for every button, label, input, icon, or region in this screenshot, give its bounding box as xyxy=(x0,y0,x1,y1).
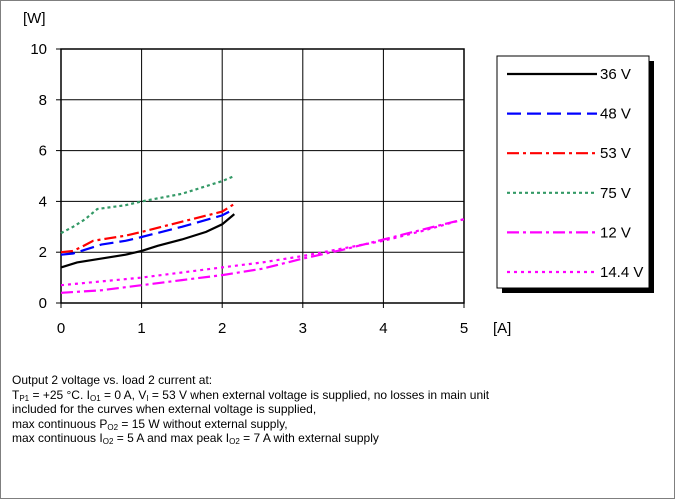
legend-label: 36 V xyxy=(600,66,631,83)
caption-line-1: Output 2 voltage vs. load 2 current at: xyxy=(12,373,213,387)
x-tick-label: 4 xyxy=(379,320,387,337)
gridlines xyxy=(61,49,464,303)
series-line-53-v xyxy=(60,202,235,254)
x-tick-labels: 0 1 2 3 4 5 xyxy=(57,303,468,337)
legend-label: 14.4 V xyxy=(600,264,643,281)
legend-label: 75 V xyxy=(600,185,631,202)
caption-line-5: max continuous IO2 = 5 A and max peak IO… xyxy=(12,431,379,446)
x-axis-label: [A] xyxy=(493,320,511,337)
legend: 36 V 48 V 53 V 75 V 12 V 14.4 V xyxy=(496,55,654,293)
y-axis-label: [W] xyxy=(23,10,46,27)
y-tick-label: 0 xyxy=(39,295,47,312)
x-tick-label: 0 xyxy=(57,320,65,337)
x-tick-label: 2 xyxy=(218,320,226,337)
legend-label: 12 V xyxy=(600,224,631,241)
y-tick-label: 2 xyxy=(39,244,47,261)
series-lines xyxy=(60,174,465,294)
series-line-48-v xyxy=(60,208,235,256)
y-tick-label: 10 xyxy=(30,41,47,58)
legend-label: 53 V xyxy=(600,145,631,162)
series-line-36-v xyxy=(60,213,236,269)
y-tick-label: 4 xyxy=(39,193,47,210)
caption-line-3: included for the curves when external vo… xyxy=(12,402,317,416)
x-tick-label: 3 xyxy=(299,320,307,337)
legend-box xyxy=(496,55,650,289)
legend-label: 48 V xyxy=(600,106,631,123)
caption-line-2: TP1 = +25 °C. IO1 = 0 A, VI = 53 V when … xyxy=(12,387,490,403)
y-tick-labels: 0 2 4 6 8 10 xyxy=(30,41,61,312)
plot-area-border xyxy=(60,48,465,304)
caption-line-4: max continuous PO2 = 15 W without extern… xyxy=(12,416,288,432)
y-tick-label: 6 xyxy=(39,143,47,160)
x-tick-label: 5 xyxy=(460,320,468,337)
series-line-75-v xyxy=(60,174,235,235)
caption: Output 2 voltage vs. load 2 current at: … xyxy=(12,373,489,446)
y-tick-label: 8 xyxy=(39,92,47,109)
x-tick-label: 1 xyxy=(137,320,145,337)
